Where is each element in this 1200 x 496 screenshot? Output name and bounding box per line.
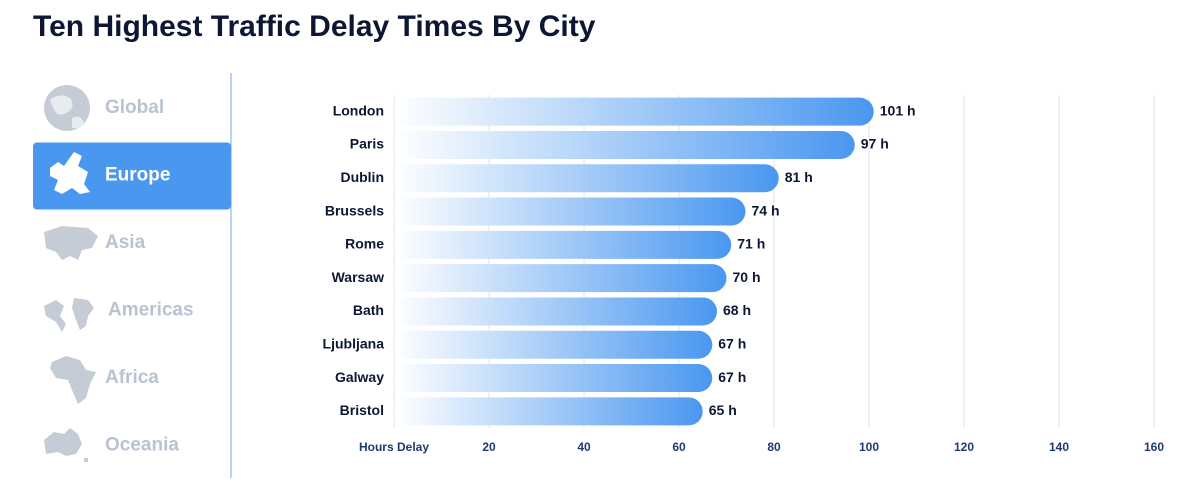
x-tick-label: 100 — [859, 440, 879, 454]
category-label: Warsaw — [332, 269, 385, 285]
icon — [44, 298, 94, 332]
sidebar-label: Americas — [108, 300, 194, 321]
bar — [394, 197, 746, 226]
sidebar-item[interactable]: Oceania — [44, 428, 179, 462]
sidebar: Global Europe Asia Americas Africa Oceania — [33, 85, 231, 462]
sidebar-item[interactable]: Global — [44, 85, 164, 131]
icon — [50, 152, 90, 194]
value-label: 74 h — [752, 202, 780, 218]
bar — [394, 330, 713, 359]
bar — [394, 164, 779, 193]
category-label: Dublin — [340, 169, 384, 185]
sidebar-item[interactable]: Europe — [33, 142, 231, 210]
sidebar-label: Europe — [105, 165, 170, 186]
category-label: London — [333, 102, 384, 118]
category-label: Ljubljana — [323, 335, 385, 351]
icon — [50, 356, 96, 404]
chart: 20 40 60 80 100 120 140 160 Hours Delay London 101… — [323, 95, 1164, 454]
value-label: 65 h — [709, 402, 737, 418]
x-tick-label: 20 — [482, 440, 496, 454]
bar — [394, 264, 727, 293]
bar — [394, 97, 874, 126]
category-label: Brussels — [325, 202, 384, 218]
bar — [394, 130, 855, 159]
page-title: Ten Highest Traffic Delay Times By City — [33, 10, 596, 43]
sidebar-label: Global — [105, 97, 164, 118]
category-label: Galway — [335, 369, 384, 385]
value-label: 68 h — [723, 302, 751, 318]
icon — [44, 428, 88, 462]
sidebar-item[interactable]: Americas — [44, 298, 194, 332]
value-label: 70 h — [733, 269, 761, 285]
bar — [394, 297, 717, 326]
bar — [394, 364, 713, 393]
x-tick-label: 120 — [954, 440, 974, 454]
bar — [394, 397, 703, 426]
icon — [44, 226, 98, 260]
x-axis-label: Hours Delay — [359, 440, 429, 454]
category-label: Bristol — [340, 402, 384, 418]
category-label: Paris — [350, 136, 384, 152]
sidebar-label: Oceania — [105, 435, 179, 456]
x-tick-label: 80 — [767, 440, 781, 454]
x-tick-label: 40 — [577, 440, 591, 454]
icon — [50, 95, 84, 129]
category-label: Bath — [353, 302, 384, 318]
x-tick-label: 160 — [1144, 440, 1164, 454]
value-label: 67 h — [718, 369, 746, 385]
sidebar-label: Africa — [105, 367, 159, 388]
x-tick-label: 140 — [1049, 440, 1069, 454]
bar — [394, 230, 732, 259]
sidebar-item[interactable]: Asia — [44, 226, 146, 260]
sidebar-label: Asia — [105, 232, 146, 253]
value-label: 71 h — [737, 236, 765, 252]
value-label: 97 h — [861, 136, 889, 152]
value-label: 67 h — [718, 335, 746, 351]
value-label: 101 h — [880, 102, 916, 118]
category-label: Rome — [345, 236, 384, 252]
x-tick-label: 60 — [672, 440, 686, 454]
sidebar-item[interactable]: Africa — [50, 356, 159, 404]
value-label: 81 h — [785, 169, 813, 185]
